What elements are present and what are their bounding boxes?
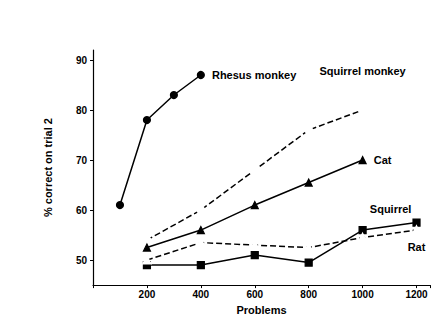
svg-text:80: 80 <box>76 105 88 116</box>
svg-text:Cat: Cat <box>374 154 392 166</box>
svg-text:Squirrel monkey: Squirrel monkey <box>319 65 406 77</box>
svg-text:1000: 1000 <box>351 289 374 300</box>
svg-text:50: 50 <box>76 255 88 266</box>
svg-text:% correct on trial 2: % correct on trial 2 <box>42 118 54 217</box>
svg-text:Rat: Rat <box>408 241 426 253</box>
svg-text:800: 800 <box>300 289 317 300</box>
svg-text:Rhesus monkey: Rhesus monkey <box>212 69 297 81</box>
svg-text:600: 600 <box>246 289 263 300</box>
svg-text:400: 400 <box>192 289 209 300</box>
svg-text:90: 90 <box>76 55 88 66</box>
svg-text:200: 200 <box>139 289 156 300</box>
svg-text:Problems: Problems <box>236 304 286 316</box>
svg-text:70: 70 <box>76 155 88 166</box>
svg-text:60: 60 <box>76 205 88 216</box>
svg-text:Squirrel: Squirrel <box>370 203 412 215</box>
svg-text:1200: 1200 <box>405 289 428 300</box>
